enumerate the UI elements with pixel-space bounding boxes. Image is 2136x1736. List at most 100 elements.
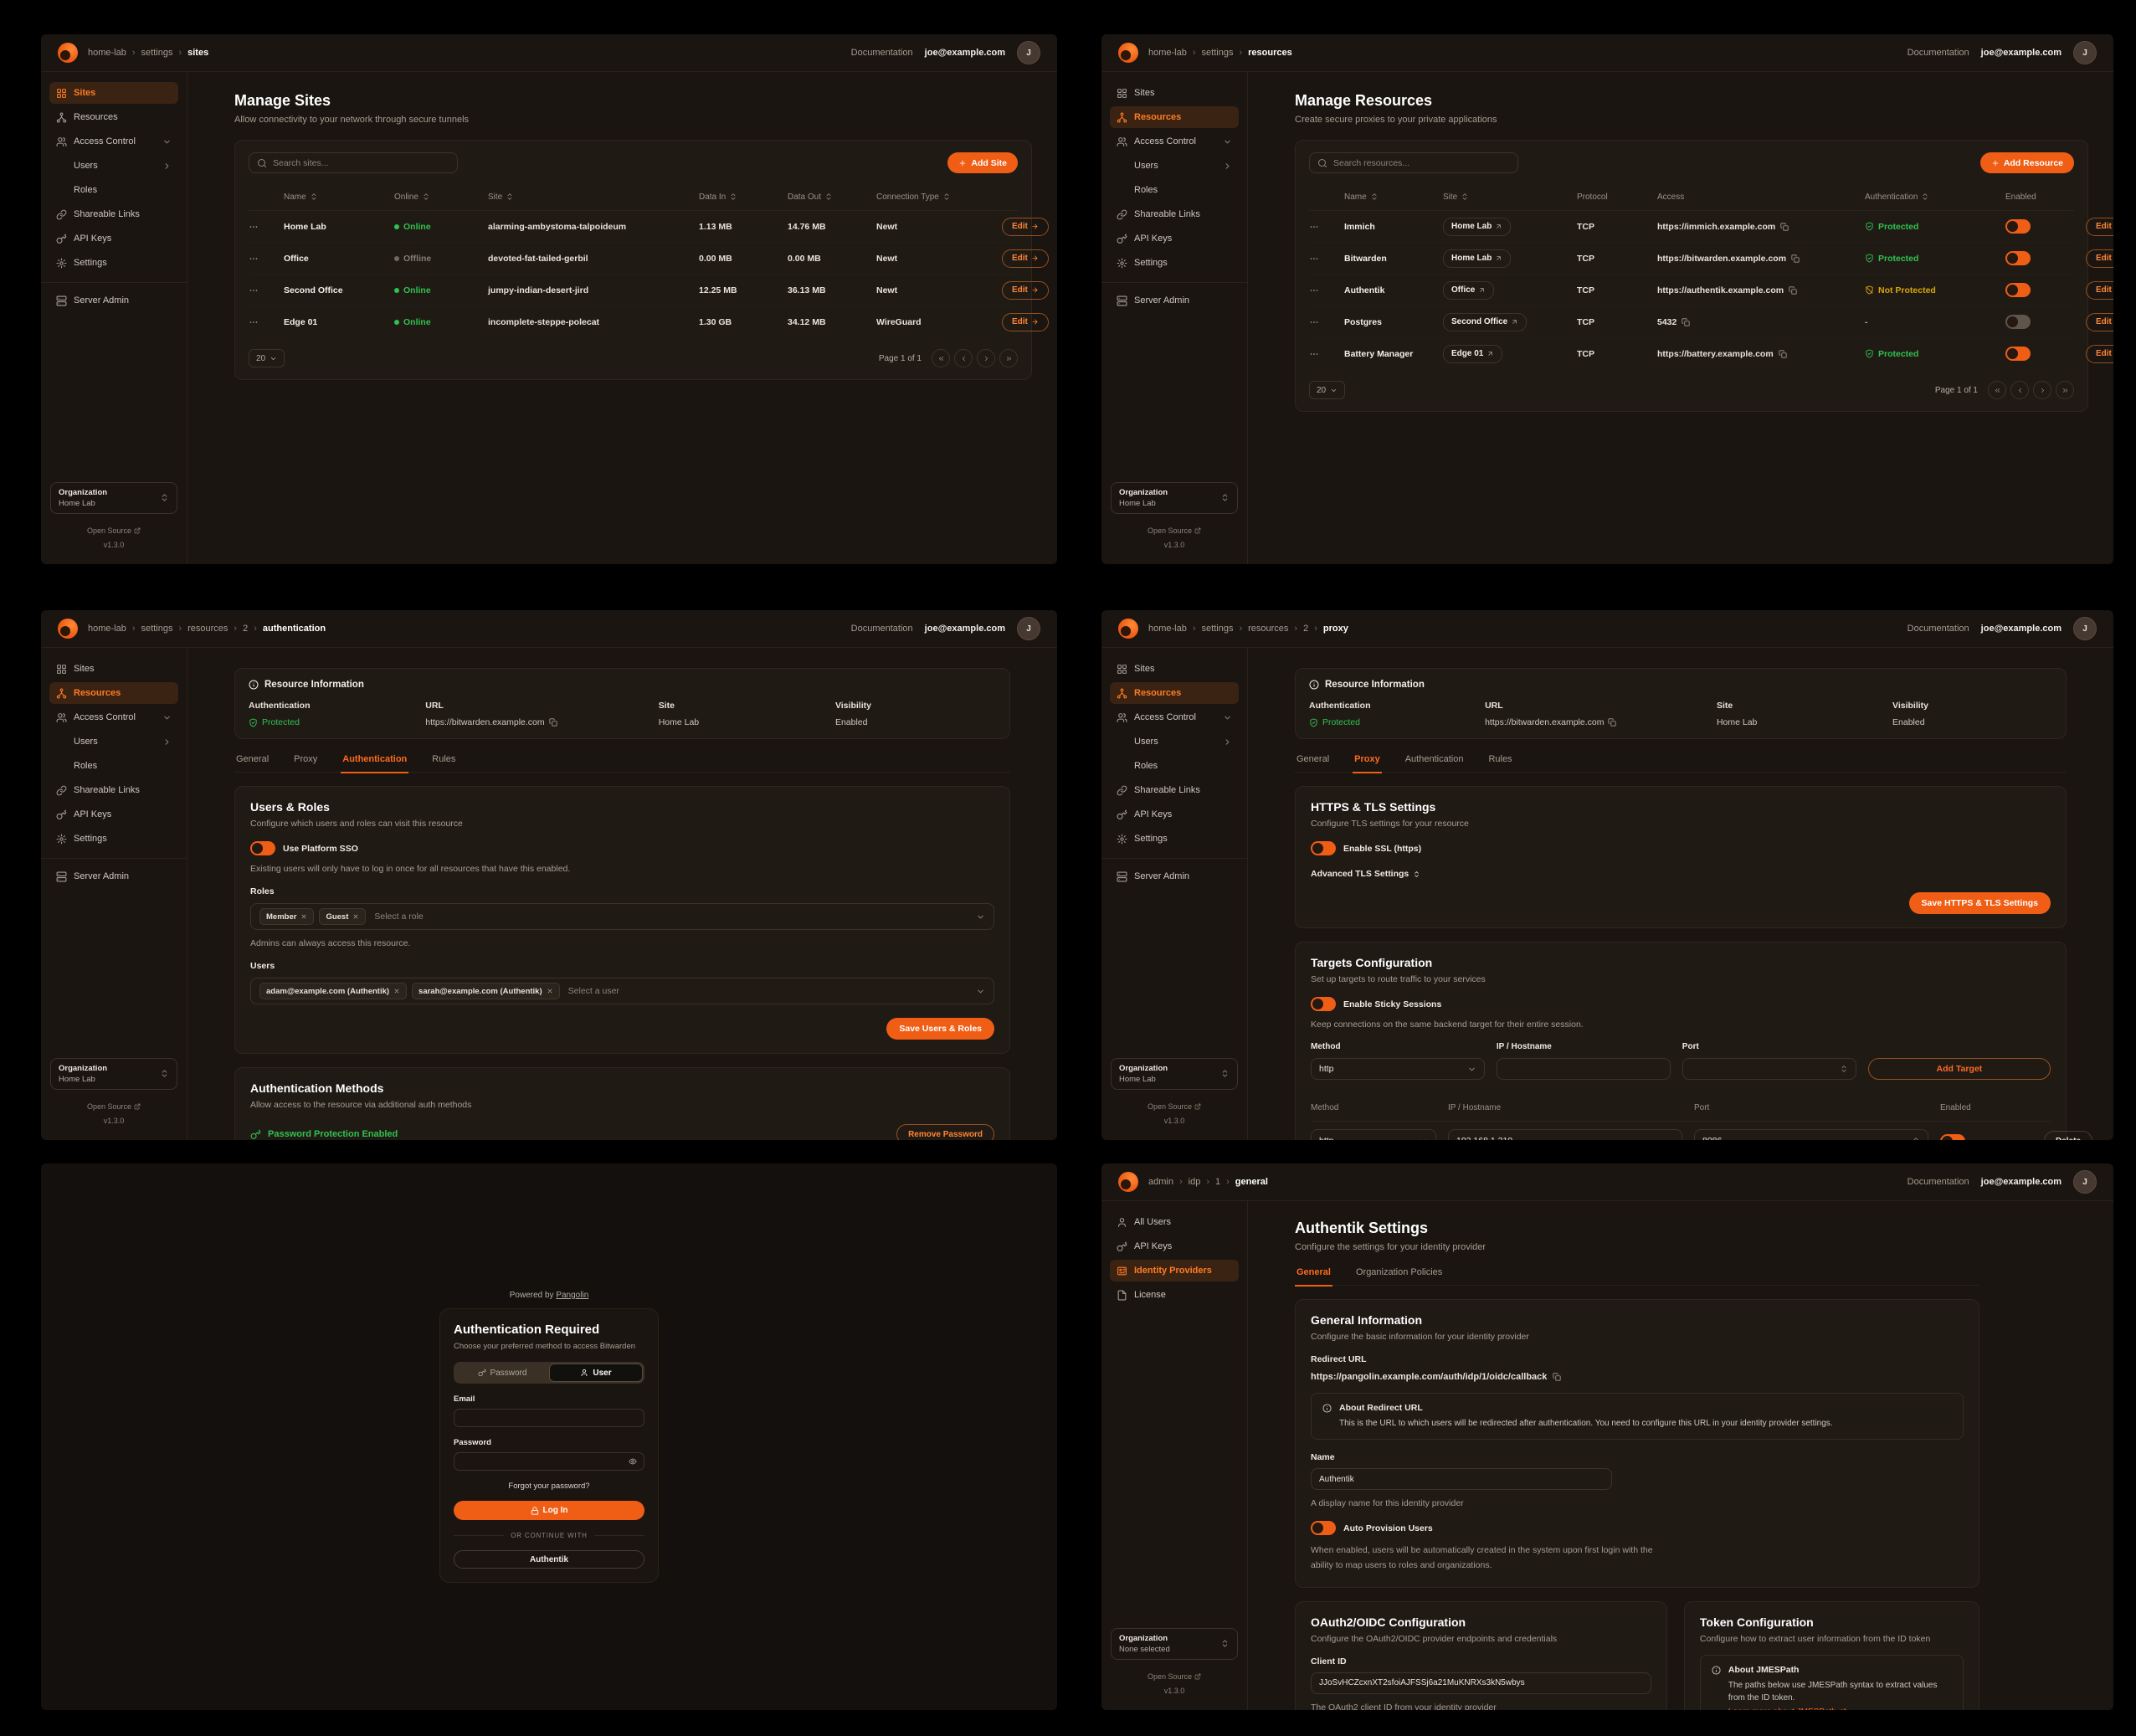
sidebar-item[interactable]: Shareable Links	[49, 203, 178, 225]
user-email[interactable]: joe@example.com	[924, 48, 1005, 58]
user-email[interactable]: joe@example.com	[1980, 624, 2062, 634]
copy-icon[interactable]	[549, 718, 557, 727]
row-menu-icon[interactable]	[1309, 285, 1319, 295]
search-input[interactable]: Search resources...	[1309, 152, 1518, 173]
tab[interactable]: Proxy	[1353, 754, 1382, 772]
breadcrumb-item[interactable]: settings	[126, 48, 173, 58]
sidebar-item[interactable]: Shareable Links	[49, 779, 178, 801]
tab[interactable]: Proxy	[294, 754, 318, 764]
site-chip[interactable]: Second Office	[1443, 312, 1528, 331]
documentation-link[interactable]: Documentation	[850, 48, 913, 58]
breadcrumb-item[interactable]: home-lab	[1148, 48, 1187, 58]
sidebar-item[interactable]: Access Control	[1110, 131, 1239, 152]
first-page-button[interactable]	[932, 349, 950, 367]
sidebar-item[interactable]: Settings	[49, 252, 178, 274]
tab[interactable]: General	[236, 754, 270, 764]
open-source-link[interactable]: Open Source	[1148, 524, 1201, 538]
org-picker[interactable]: Organization Home Lab	[1111, 1057, 1238, 1090]
sidebar-item[interactable]: Sites	[1110, 658, 1239, 680]
tab[interactable]: Authentication	[1404, 754, 1464, 764]
edit-button[interactable]: Edit	[2086, 280, 2113, 300]
edit-button[interactable]: Edit	[2086, 249, 2113, 268]
ip-hostname-input[interactable]	[1496, 1058, 1671, 1080]
breadcrumb-item[interactable]: sites	[172, 48, 208, 58]
authentik-sso-button[interactable]: Authentik	[454, 1550, 644, 1569]
row-menu-icon[interactable]	[1309, 222, 1319, 232]
tab[interactable]: Rules	[1488, 754, 1512, 764]
edit-button[interactable]: Edit	[2086, 344, 2113, 363]
sidebar-item[interactable]: API Keys	[49, 804, 178, 825]
table-row[interactable]: Postgres Second Office TCP 5432 - Edit	[1309, 306, 2113, 338]
port-input[interactable]	[1682, 1058, 1856, 1080]
sidebar-item[interactable]: Settings	[1110, 828, 1239, 850]
port-input[interactable]: 8086	[1694, 1129, 1928, 1140]
breadcrumb-item[interactable]: admin	[1148, 1177, 1173, 1187]
save-users-roles-button[interactable]: Save Users & Roles	[886, 1018, 994, 1040]
sidebar-item[interactable]: Sites	[1110, 82, 1239, 104]
column-header[interactable]: Enabled	[2005, 192, 2036, 202]
column-header[interactable]: Data Out	[788, 193, 876, 202]
user-chip[interactable]: adam@example.com (Authentik)	[259, 983, 408, 999]
column-header[interactable]: Protocol	[1577, 192, 1608, 202]
search-input[interactable]: Search sites...	[249, 152, 458, 173]
documentation-link[interactable]: Documentation	[1907, 624, 1969, 634]
open-source-link[interactable]: Open Source	[1148, 1100, 1201, 1114]
sidebar-item[interactable]: API Keys	[1110, 804, 1239, 825]
tab[interactable]: General	[1295, 1267, 1332, 1285]
breadcrumb-item[interactable]: 2	[228, 624, 248, 634]
tab[interactable]: Organization Policies	[1355, 1267, 1443, 1277]
name-input[interactable]: Authentik	[1311, 1468, 1612, 1490]
add-target-button[interactable]: Add Target	[1867, 1058, 2051, 1080]
breadcrumb-item[interactable]: general	[1220, 1177, 1268, 1187]
site-chip[interactable]: Home Lab	[1443, 249, 1512, 268]
copy-icon[interactable]	[1791, 254, 1800, 263]
breadcrumb-item[interactable]: home-lab	[88, 624, 126, 634]
breadcrumb-item[interactable]: idp	[1173, 1177, 1201, 1187]
user-email[interactable]: joe@example.com	[924, 624, 1005, 634]
documentation-link[interactable]: Documentation	[1907, 1177, 1969, 1187]
copy-icon[interactable]	[1608, 718, 1616, 727]
tab[interactable]: General	[1296, 754, 1330, 764]
advanced-tls-expander[interactable]: Advanced TLS Settings	[1311, 869, 2051, 879]
roles-multiselect[interactable]: Member Guest Select a role	[250, 903, 994, 930]
column-header[interactable]: Access	[1657, 192, 1685, 202]
site-chip[interactable]: Home Lab	[1443, 217, 1512, 236]
column-header[interactable]: Connection Type	[876, 193, 1002, 202]
sidebar-item[interactable]: Resources	[1110, 106, 1239, 128]
org-picker[interactable]: Organization Home Lab	[1111, 481, 1238, 514]
breadcrumb-item[interactable]: settings	[126, 624, 173, 634]
remove-password-button[interactable]: Remove Password	[896, 1124, 994, 1140]
role-chip[interactable]: Member	[259, 908, 315, 925]
row-menu-icon[interactable]	[1309, 349, 1319, 359]
sidebar-item[interactable]: Roles	[49, 179, 178, 201]
pangolin-logo-icon[interactable]	[58, 619, 78, 639]
breadcrumb-item[interactable]: home-lab	[1148, 624, 1187, 634]
save-tls-button[interactable]: Save HTTPS & TLS Settings	[1908, 892, 2051, 914]
row-menu-icon[interactable]	[249, 285, 259, 295]
sidebar-item[interactable]: Identity Providers	[1110, 1260, 1239, 1281]
enabled-toggle[interactable]	[2005, 219, 2031, 234]
user-chip[interactable]: sarah@example.com (Authentik)	[412, 983, 560, 999]
column-header[interactable]: Online	[394, 193, 488, 202]
breadcrumb-item[interactable]: resources	[1233, 624, 1288, 634]
password-field[interactable]	[454, 1452, 644, 1471]
column-header[interactable]: Authentication	[1865, 193, 2005, 202]
sidebar-item[interactable]: Server Admin	[41, 858, 187, 887]
last-page-button[interactable]	[999, 349, 1018, 367]
role-chip[interactable]: Guest	[319, 908, 367, 925]
site-chip[interactable]: Edge 01	[1443, 344, 1503, 363]
sidebar-item[interactable]: Resources	[49, 682, 178, 704]
org-picker[interactable]: Organization Home Lab	[50, 1057, 177, 1090]
table-row[interactable]: Office Offline devoted-fat-tailed-gerbil…	[249, 243, 1049, 275]
sidebar-item[interactable]: API Keys	[1110, 228, 1239, 249]
edit-button[interactable]: Edit	[1002, 249, 1049, 268]
edit-button[interactable]: Edit	[2086, 217, 2113, 236]
sidebar-item[interactable]: Roles	[1110, 179, 1239, 201]
sidebar-item[interactable]: Settings	[1110, 252, 1239, 274]
stepper-icon[interactable]	[1912, 1137, 1920, 1140]
page-size-select[interactable]: 20	[249, 349, 285, 367]
sidebar-item[interactable]: Users	[49, 155, 178, 177]
sidebar-item[interactable]: Users	[49, 731, 178, 752]
enabled-toggle[interactable]	[2005, 347, 2031, 361]
sidebar-item[interactable]: Shareable Links	[1110, 203, 1239, 225]
